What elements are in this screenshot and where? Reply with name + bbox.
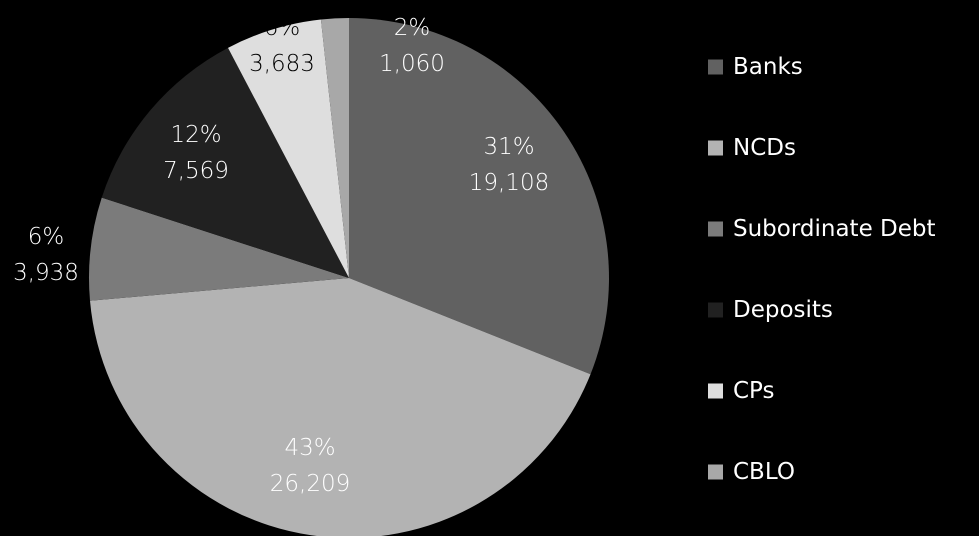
pie-slice-deposits bbox=[101, 47, 350, 279]
legend-label-cps: CPs bbox=[733, 378, 775, 404]
slice-value-label-banks: 19,108 bbox=[469, 170, 549, 196]
legend-swatch-deposits bbox=[708, 302, 723, 318]
slice-value-label-subordinate-debt: 3,938 bbox=[13, 260, 79, 286]
legend-label-ncds: NCDs bbox=[733, 135, 796, 161]
slice-value-label-cblo: 1,060 bbox=[379, 51, 445, 77]
slice-percent-label-banks: 31% bbox=[483, 134, 534, 160]
slice-percent-label-deposits: 12% bbox=[170, 122, 221, 148]
slice-percent-label-cblo: 2% bbox=[394, 15, 431, 41]
legend-label-banks: Banks bbox=[733, 54, 803, 80]
pie-slice-cps bbox=[228, 19, 349, 279]
pie-slice-ncds bbox=[90, 278, 591, 536]
legend-swatch-subordinate-debt bbox=[708, 221, 723, 237]
legend-label-subordinate-debt: Subordinate Debt bbox=[733, 216, 936, 242]
slice-percent-label-subordinate-debt: 6% bbox=[28, 224, 65, 250]
legend-swatch-cps bbox=[708, 383, 723, 399]
legend-swatch-cblo bbox=[708, 464, 723, 480]
pie-slice-subordinate-debt bbox=[89, 197, 350, 301]
slice-value-label-ncds: 26,209 bbox=[270, 471, 350, 497]
legend-swatch-ncds bbox=[708, 140, 723, 156]
pie-slice-banks bbox=[349, 18, 609, 375]
pie-slice-cblo bbox=[320, 18, 349, 278]
slice-value-label-deposits: 7,569 bbox=[163, 158, 229, 184]
slice-percent-label-cps: 6% bbox=[264, 15, 301, 41]
slice-value-label-cps: 3,683 bbox=[249, 51, 315, 77]
legend-label-deposits: Deposits bbox=[733, 297, 833, 323]
legend-swatch-banks bbox=[708, 59, 723, 75]
legend-label-cblo: CBLO bbox=[733, 459, 795, 485]
slice-percent-label-ncds: 43% bbox=[284, 435, 335, 461]
